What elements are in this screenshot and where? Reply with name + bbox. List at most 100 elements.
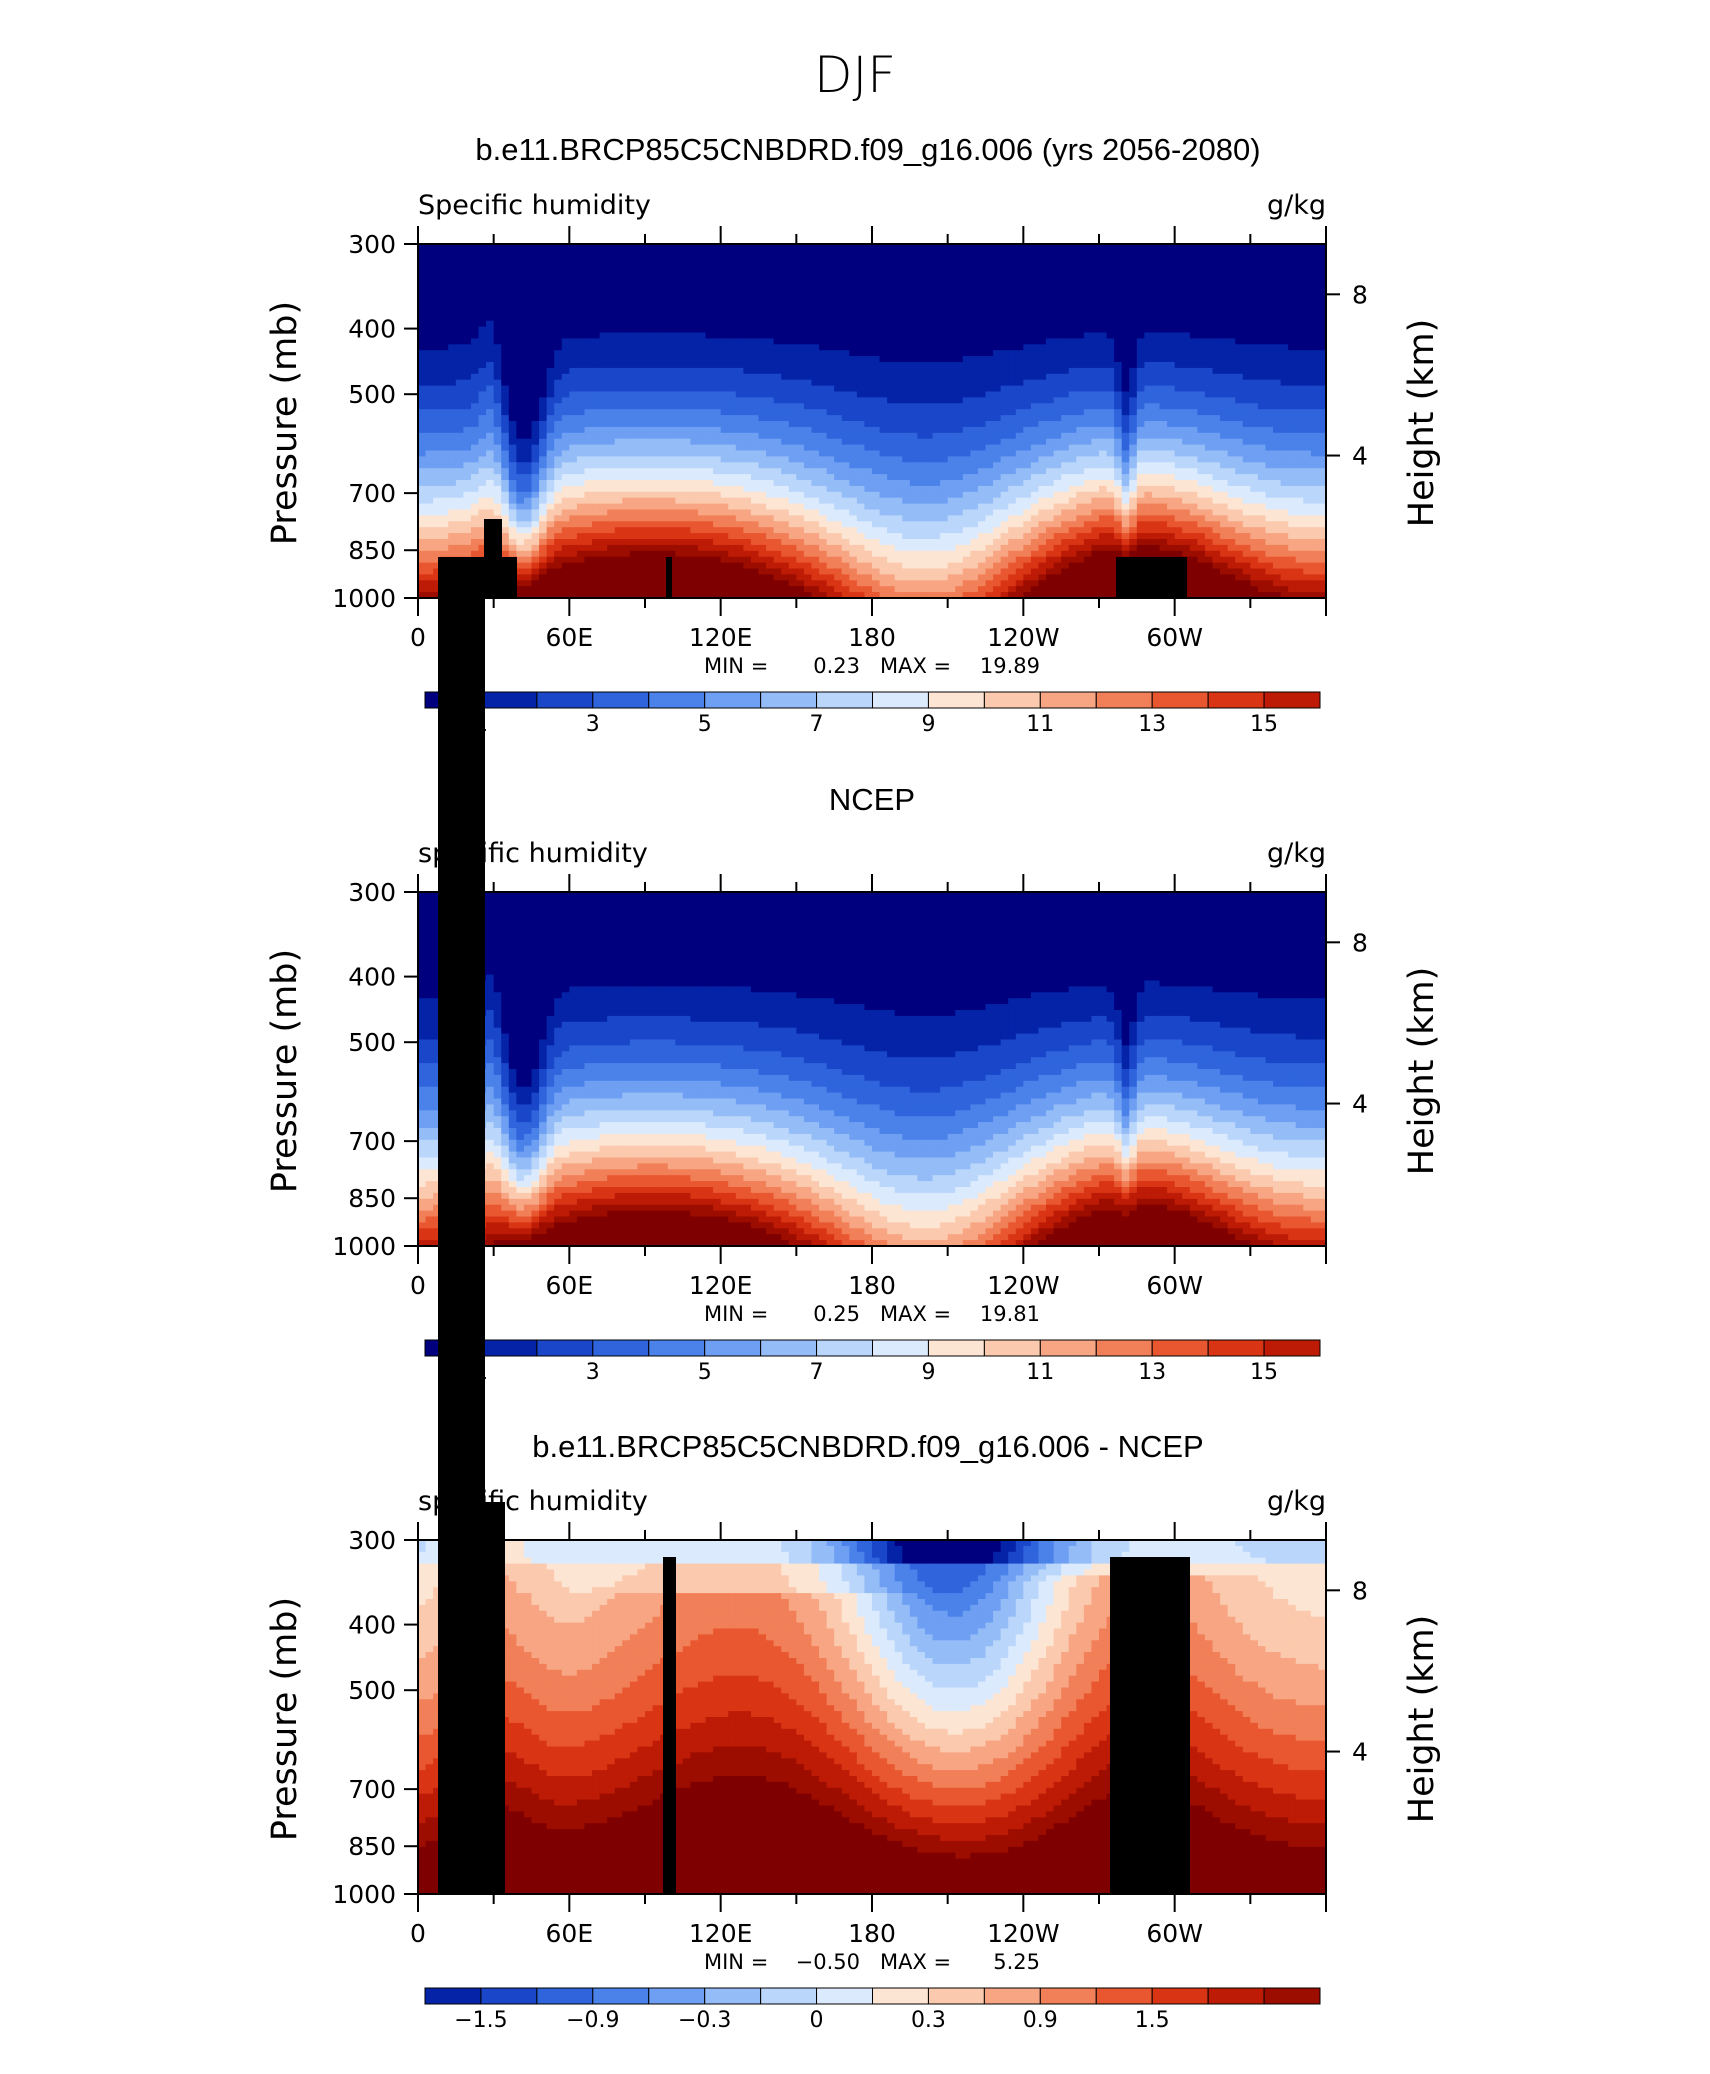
contour-cell	[1288, 326, 1297, 334]
contour-cell	[1280, 326, 1289, 334]
contour-cell	[1015, 291, 1024, 298]
contour-cell	[985, 450, 994, 457]
contour-cell	[546, 273, 555, 280]
contour-cell	[1280, 379, 1289, 387]
contour-cell	[607, 279, 616, 286]
contour-cell	[682, 397, 691, 404]
contour-cell	[1220, 397, 1229, 404]
contour-cell	[720, 373, 729, 381]
contour-cell	[1220, 456, 1229, 463]
contour-cell	[826, 426, 835, 434]
contour-cell	[758, 362, 767, 369]
contour-cell	[788, 255, 797, 263]
contour-cell	[970, 450, 979, 457]
contour-cell	[493, 244, 502, 251]
contour-cell	[539, 291, 548, 298]
contour-cell	[849, 379, 858, 387]
contour-cell	[879, 474, 888, 481]
contour-cell	[1076, 279, 1085, 286]
contour-cell	[455, 350, 464, 357]
contour-cell	[690, 456, 699, 463]
contour-cell	[433, 415, 442, 422]
contour-cell	[599, 261, 608, 269]
contour-cell	[1099, 356, 1108, 363]
contour-cell	[909, 403, 918, 410]
contour-cell	[856, 432, 866, 440]
contour-cell	[1114, 438, 1123, 446]
contour-cell	[531, 367, 540, 375]
contour-cell	[1121, 338, 1130, 345]
contour-cell	[1023, 344, 1032, 351]
contour-cell	[629, 350, 639, 357]
contour-cell	[902, 485, 911, 493]
contour-cell	[819, 350, 828, 357]
contour-cell	[1318, 397, 1327, 404]
contour-cell	[856, 279, 866, 286]
contour-cell	[539, 297, 548, 304]
contour-cell	[1038, 279, 1047, 286]
contour-cell	[1295, 397, 1304, 404]
contour-cell	[1076, 379, 1085, 387]
contour-cell	[1288, 314, 1297, 322]
contour-cell	[539, 444, 548, 452]
contour-cell	[834, 468, 843, 475]
contour-cell	[531, 385, 540, 393]
contour-cell	[697, 438, 707, 446]
contour-cell	[1151, 267, 1161, 275]
contour-cell	[1174, 409, 1183, 416]
contour-cell	[418, 421, 427, 428]
contour-cell	[1280, 273, 1289, 280]
contour-cell	[682, 438, 691, 446]
contour-cell	[758, 444, 767, 452]
contour-cell	[576, 320, 586, 328]
contour-cell	[675, 362, 684, 369]
contour-cell	[478, 314, 487, 322]
contour-cell	[1242, 444, 1251, 452]
contour-cell	[622, 267, 631, 275]
contour-cell	[1076, 385, 1085, 393]
contour-cell	[879, 373, 888, 381]
contour-cell	[985, 244, 994, 251]
contour-cell	[690, 367, 699, 375]
contour-cell	[1280, 279, 1289, 286]
contour-cell	[977, 367, 987, 375]
contour-cell	[970, 397, 979, 404]
contour-cell	[1197, 438, 1206, 446]
contour-cell	[645, 415, 654, 422]
contour-cell	[1114, 426, 1123, 434]
contour-cell	[743, 267, 752, 275]
contour-cell	[1318, 421, 1327, 428]
contour-cell	[1091, 456, 1100, 463]
contour-cell	[1295, 303, 1304, 310]
contour-cell	[1061, 356, 1070, 363]
contour-cell	[546, 468, 555, 475]
contour-cell	[1182, 444, 1191, 452]
contour-cell	[849, 326, 858, 334]
contour-cell	[584, 391, 593, 398]
contour-cell	[713, 432, 722, 440]
contour-cell	[1151, 468, 1161, 475]
contour-cell	[758, 320, 767, 328]
contour-cell	[554, 432, 563, 440]
contour-cell	[750, 267, 760, 275]
contour-cell	[1235, 326, 1244, 334]
contour-cell	[917, 480, 926, 487]
contour-cell	[531, 403, 540, 410]
contour-cell	[554, 367, 563, 375]
contour-cell	[1008, 308, 1017, 316]
contour-cell	[1174, 362, 1183, 369]
contour-cell	[917, 273, 926, 280]
contour-cell	[1265, 379, 1274, 387]
contour-cell	[781, 367, 790, 375]
contour-cell	[788, 485, 797, 493]
contour-cell	[902, 379, 911, 387]
contour-cell	[516, 362, 525, 369]
contour-cell	[1227, 462, 1236, 469]
contour-cell	[819, 432, 828, 440]
contour-cell	[766, 344, 775, 351]
contour-cell	[470, 320, 480, 328]
contour-cell	[781, 279, 790, 286]
contour-cell	[531, 415, 540, 422]
contour-cell	[1053, 255, 1062, 263]
contour-cell	[713, 326, 722, 334]
